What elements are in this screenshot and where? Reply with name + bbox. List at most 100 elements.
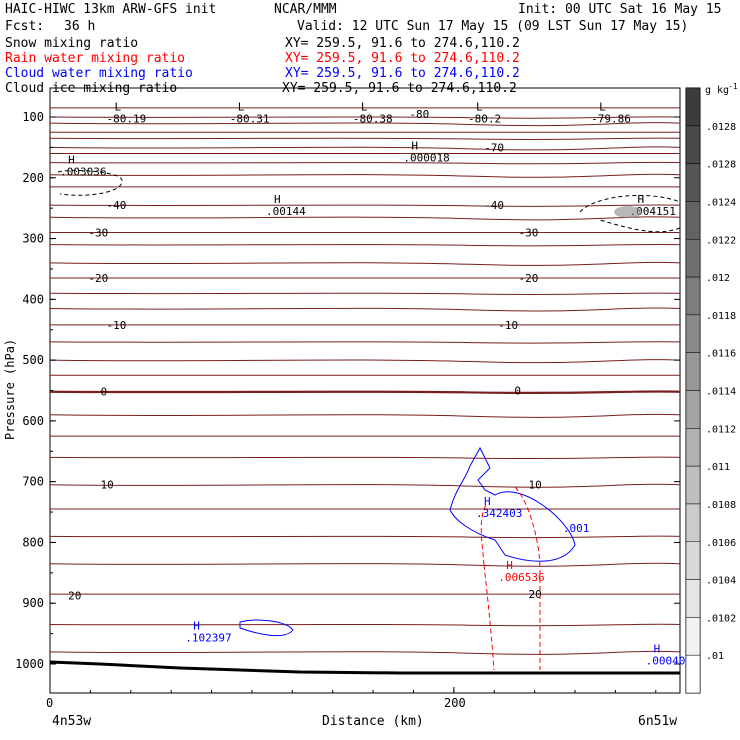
isotherm-line	[49, 307, 681, 312]
isotherm-line	[49, 623, 681, 627]
y-tick-label: 100	[22, 110, 44, 124]
y-tick-label: 700	[22, 475, 44, 489]
isotherm-line	[49, 359, 681, 364]
isotherm-line	[49, 483, 681, 488]
field-cloudwater-name: Cloud water mixing ratio	[5, 66, 193, 81]
colorbar-label: .012	[706, 273, 730, 284]
isotherm-label: 20	[529, 588, 542, 601]
valid-time: Valid: 12 UTC Sun 17 May 15 (09 LST Sun …	[297, 19, 689, 34]
colorbar-segment	[685, 654, 701, 694]
fcst-label: Fcst:	[5, 19, 45, 34]
init-time: Init: 00 UTC Sat 16 May 15	[518, 2, 722, 17]
colorbar-segment	[685, 352, 701, 391]
isotherm-line	[49, 535, 681, 539]
x-right-label: 6n51w	[638, 714, 677, 729]
isotherm-label: -40	[484, 199, 504, 212]
cloud-ice-shading	[614, 206, 642, 218]
isotherm-label: -10	[498, 319, 518, 332]
colorbar-label: .0112	[706, 424, 736, 435]
axis-ticks	[49, 116, 680, 693]
isotherm-label: 0	[514, 385, 521, 398]
isotherm-line	[49, 261, 681, 266]
field-snow-xy: XY= 259.5, 91.6 to 274.6,110.2	[285, 36, 520, 51]
colorbar: .0128 .0128 .0124 .0122 .012 .0118 .0116 .0114.…	[685, 87, 736, 694]
y-tick-label: 300	[22, 232, 44, 246]
extremum-value: -79.86	[591, 113, 631, 126]
isotherm-label: -30	[518, 226, 538, 239]
cloud-water-contour-left	[239, 619, 294, 637]
extremum-value: .342403	[476, 507, 522, 520]
isotherm-line	[49, 390, 681, 395]
extremum-value: -80.31	[230, 113, 270, 126]
extremum-value: -80.2	[468, 113, 501, 126]
extremum-value: .003036	[60, 165, 106, 178]
isotherm-label: 0	[100, 386, 107, 399]
extremum-value: .000018	[403, 151, 449, 164]
extremum-kind: L	[476, 101, 483, 114]
isotherm-line	[49, 562, 681, 567]
extremum-kind: L	[115, 101, 122, 114]
extrema-labels: L-80.19L-80.31L-80.38L-80.2L-79.86H.0000…	[60, 101, 685, 668]
extremum-kind: H	[274, 193, 281, 206]
terrain-line	[49, 660, 680, 675]
colorbar-label: .0114	[706, 387, 736, 398]
colorbar-label: .0128	[706, 122, 736, 133]
y-tick-label: 800	[22, 535, 44, 549]
isotherm-line	[49, 173, 681, 178]
isotherm-line	[49, 161, 681, 165]
isotherm-line	[49, 146, 681, 151]
y-axis-label: Pressure (hPa)	[3, 339, 17, 440]
extremum-kind: H	[193, 620, 200, 633]
extremum-value: .00040	[646, 655, 686, 668]
y-tick-label: 1000	[15, 657, 44, 671]
plot-frame	[49, 87, 681, 694]
colorbar-segment	[685, 314, 701, 353]
field-rain-name: Rain water mixing ratio	[5, 51, 186, 66]
extremum-value: .00144	[266, 205, 306, 218]
isotherm-label: -80	[409, 108, 429, 121]
colorbar-label: .0108	[706, 500, 736, 511]
isotherm-line	[49, 216, 681, 221]
extremum-kind: H	[654, 643, 661, 656]
colorbar-unit-exp: -1	[728, 82, 738, 91]
colorbar-segment	[685, 201, 701, 240]
extremum-kind: L	[361, 101, 368, 114]
extremum-kind: H	[411, 139, 418, 152]
colorbar-segment	[685, 87, 701, 127]
isotherm-label: -20	[518, 272, 538, 285]
extremum-kind: H	[68, 153, 75, 166]
isotherm-line	[49, 122, 681, 127]
y-tick-label: 200	[22, 171, 44, 185]
isotherm-lines	[49, 107, 681, 655]
moisture-contours	[49, 169, 681, 675]
extremum-value: .004151	[630, 205, 676, 218]
isotherm-label: -40	[107, 199, 127, 212]
colorbar-label: .011	[706, 462, 730, 473]
isotherm-label: -70	[484, 141, 504, 154]
y-tick-label: 600	[22, 414, 44, 428]
colorbar-segment	[685, 579, 701, 618]
isotherm-line	[49, 116, 681, 119]
isotherm-labels: -80 -70 -40 -40 -30 -30 -20 -20 -10 -10 0 0 10 10 20 20	[68, 108, 542, 602]
x-tick-label-200: 200	[444, 696, 466, 710]
colorbar-label: .0124	[706, 197, 736, 208]
org-label: NCAR/MMM	[274, 2, 337, 17]
isotherm-label: 10	[529, 479, 542, 492]
colorbar-label: .0118	[706, 311, 736, 322]
field-rain-xy: XY= 259.5, 91.6 to 274.6,110.2	[285, 51, 520, 66]
colorbar-label: .0104	[706, 576, 736, 587]
y-tick-label: 900	[22, 596, 44, 610]
isotherm-line	[49, 413, 681, 418]
y-tick-labels: 100 200 300 400 500 600 700 800 900 1000	[15, 110, 44, 671]
isotherm-label: 20	[68, 589, 81, 602]
isotherm-label: -20	[88, 272, 108, 285]
isotherm-label: 10	[100, 479, 113, 492]
isotherm-line	[49, 243, 681, 247]
colorbar-label: .0128	[706, 160, 736, 171]
isotherm-line	[49, 204, 681, 207]
isotherm-line	[49, 292, 681, 296]
field-snow-name: Snow mixing ratio	[5, 36, 139, 51]
colorbar-label: .0122	[706, 235, 736, 246]
extremum-value: -80.19	[107, 113, 147, 126]
